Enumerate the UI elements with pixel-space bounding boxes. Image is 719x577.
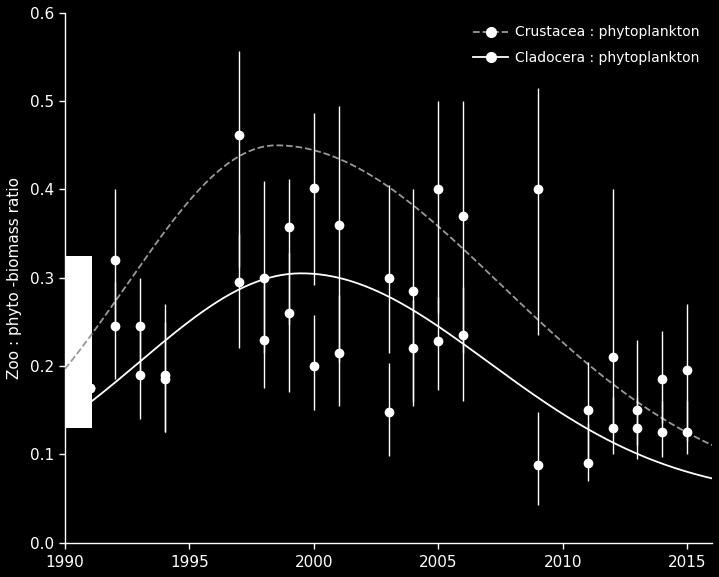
- Bar: [66, 344, 92, 428]
- Y-axis label: Zoo : phyto -biomass ratio: Zoo : phyto -biomass ratio: [7, 177, 22, 379]
- Bar: [66, 256, 92, 344]
- Legend: Crustacea : phytoplankton, Cladocera : phytoplankton: Crustacea : phytoplankton, Cladocera : p…: [468, 20, 705, 70]
